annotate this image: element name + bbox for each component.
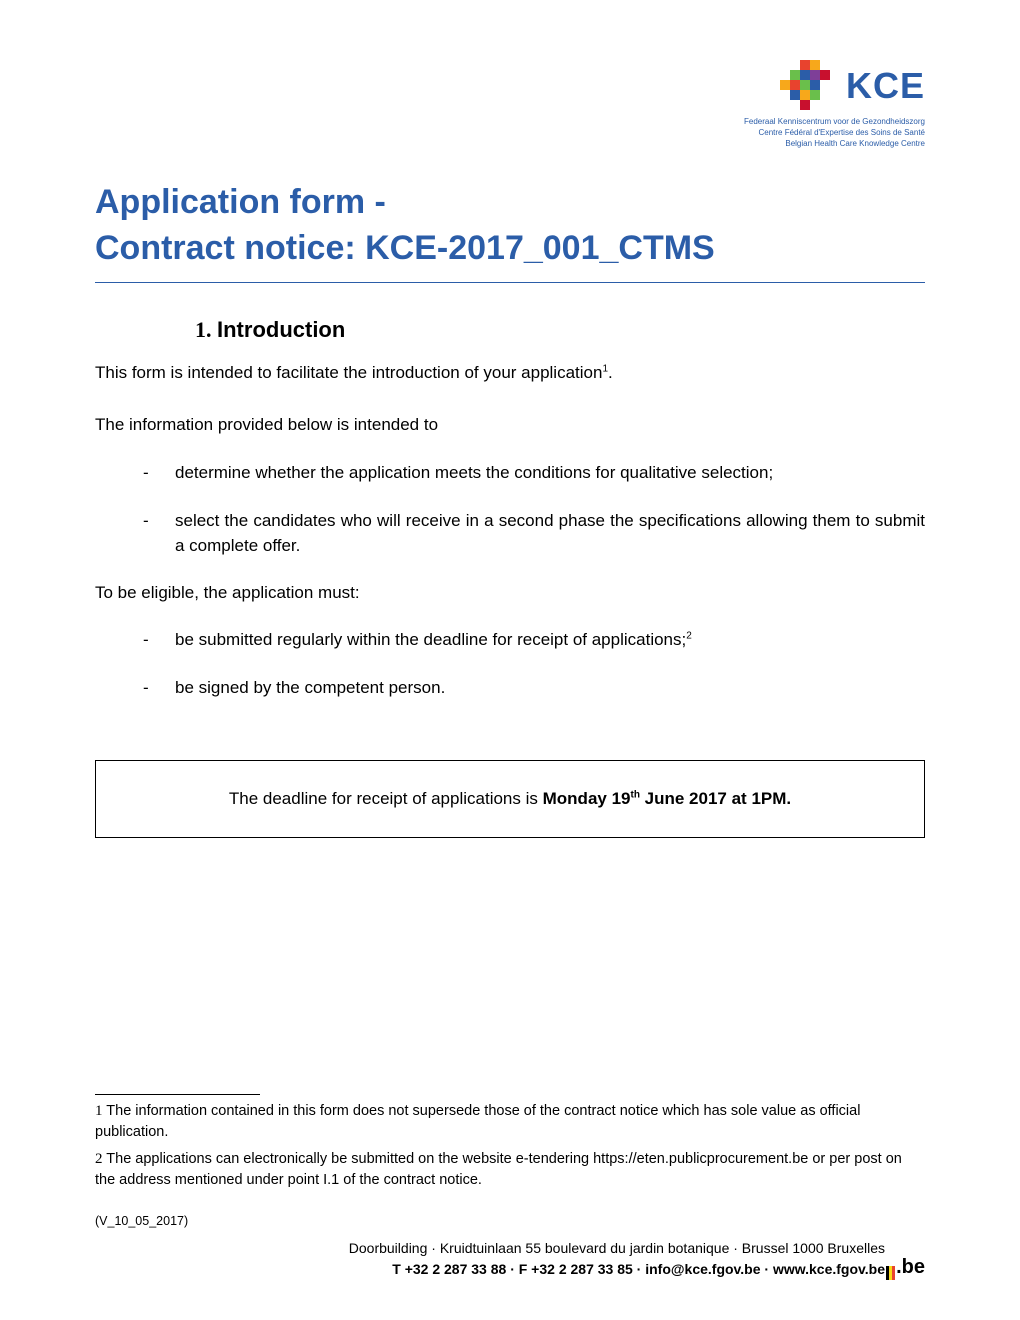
title-rule bbox=[95, 282, 925, 283]
bullet-text: be submitted regularly within the deadli… bbox=[175, 627, 925, 653]
intro-p1-text: This form is intended to facilitate the … bbox=[95, 363, 602, 382]
deadline-th: th bbox=[630, 790, 639, 801]
intro-p1-post: . bbox=[608, 363, 613, 382]
footer-block: Doorbuilding · Kruidtuinlaan 55 boulevar… bbox=[95, 1238, 925, 1280]
be-text: .be bbox=[896, 1252, 925, 1282]
list-item: - determine whether the application meet… bbox=[143, 460, 925, 486]
bullet-dash-icon: - bbox=[143, 675, 175, 701]
logo-text: KCE bbox=[846, 65, 925, 107]
footer-line-2: T +32 2 287 33 88 · F +32 2 287 33 85 · … bbox=[95, 1259, 885, 1280]
bullet-text: be signed by the competent person. bbox=[175, 675, 925, 701]
footnote-num: 1 bbox=[95, 1103, 103, 1119]
footnote-text: The applications can electronically be s… bbox=[95, 1151, 902, 1188]
main-title-line2: Contract notice: KCE-2017_001_CTMS bbox=[95, 226, 925, 272]
intro-paragraph-1: This form is intended to facilitate the … bbox=[95, 361, 925, 386]
footer-text: Doorbuilding · Kruidtuinlaan 55 boulevar… bbox=[95, 1238, 925, 1280]
eligible-intro: To be eligible, the application must: bbox=[95, 581, 925, 606]
logo-area: KCE Federaal Kenniscentrum voor de Gezon… bbox=[744, 60, 925, 150]
bullet-dash-icon: - bbox=[143, 508, 175, 559]
bullet-list-2: - be submitted regularly within the dead… bbox=[95, 627, 925, 700]
deadline-bold-post: June 2017 at 1PM. bbox=[640, 789, 791, 808]
be-mark: .be bbox=[886, 1252, 925, 1282]
title-block: Application form - Contract notice: KCE-… bbox=[95, 180, 925, 283]
main-title-line1: Application form - bbox=[95, 180, 925, 226]
footnote-1: 1 The information contained in this form… bbox=[95, 1101, 925, 1142]
footnote-text: The information contained in this form d… bbox=[95, 1103, 860, 1140]
footnote-2: 2 The applications can electronically be… bbox=[95, 1149, 925, 1190]
bullet-text: determine whether the application meets … bbox=[175, 460, 925, 486]
footer-line-1: Doorbuilding · Kruidtuinlaan 55 boulevar… bbox=[95, 1238, 885, 1259]
tagline-line: Belgian Health Care Knowledge Centre bbox=[744, 138, 925, 149]
footnotes-block: 1 The information contained in this form… bbox=[95, 1094, 925, 1190]
list-item: - be submitted regularly within the dead… bbox=[143, 627, 925, 653]
bullet-text: select the candidates who will receive i… bbox=[175, 508, 925, 559]
tagline-line: Federaal Kenniscentrum voor de Gezondhei… bbox=[744, 116, 925, 127]
logo-tagline: Federaal Kenniscentrum voor de Gezondhei… bbox=[744, 116, 925, 150]
tagline-line: Centre Fédéral d'Expertise des Soins de … bbox=[744, 127, 925, 138]
bullet-dash-icon: - bbox=[143, 627, 175, 653]
bullet-dash-icon: - bbox=[143, 460, 175, 486]
footnote-rule bbox=[95, 1094, 260, 1095]
logo-row: KCE bbox=[744, 60, 925, 112]
kce-pixel-icon bbox=[776, 60, 836, 112]
list-item: - select the candidates who will receive… bbox=[143, 508, 925, 559]
section-number: 1. bbox=[195, 317, 212, 342]
bullet2-text: be submitted regularly within the deadli… bbox=[175, 630, 686, 649]
section-heading: 1. Introduction bbox=[195, 317, 925, 343]
deadline-bold-pre: Monday 19 bbox=[543, 789, 631, 808]
intro-paragraph-2: The information provided below is intend… bbox=[95, 413, 925, 438]
deadline-box: The deadline for receipt of applications… bbox=[95, 760, 925, 838]
footnote-num: 2 bbox=[95, 1151, 103, 1167]
bullet-list-1: - determine whether the application meet… bbox=[95, 460, 925, 559]
belgium-flag-icon bbox=[886, 1264, 896, 1282]
version-tag: (V_10_05_2017) bbox=[95, 1214, 188, 1228]
list-item: - be signed by the competent person. bbox=[143, 675, 925, 701]
deadline-pre: The deadline for receipt of applications… bbox=[229, 789, 543, 808]
footnote-ref-2: 2 bbox=[686, 631, 692, 642]
section-heading-text: Introduction bbox=[217, 317, 345, 342]
